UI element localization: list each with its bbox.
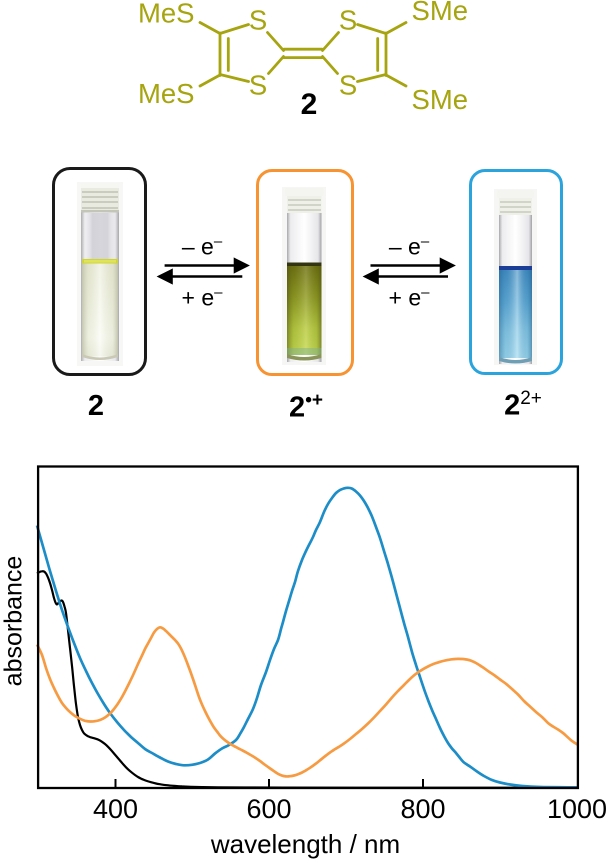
svg-text:wavelength / nm: wavelength / nm [210,829,400,859]
svg-text:MeS: MeS [138,0,195,28]
svg-text:absorbance: absorbance [0,556,28,687]
svg-text:S: S [249,70,267,101]
svg-text:600: 600 [246,794,291,824]
svg-text:S: S [339,5,357,36]
svg-text:400: 400 [93,794,138,824]
svg-text:1000: 1000 [547,794,606,824]
svg-text:S: S [339,70,357,101]
svg-text:SMe: SMe [412,84,469,115]
svg-text:800: 800 [400,794,445,824]
svg-text:SMe: SMe [412,0,469,26]
svg-text:2: 2 [301,88,318,121]
svg-text:S: S [249,5,267,36]
svg-text:MeS: MeS [138,78,195,109]
